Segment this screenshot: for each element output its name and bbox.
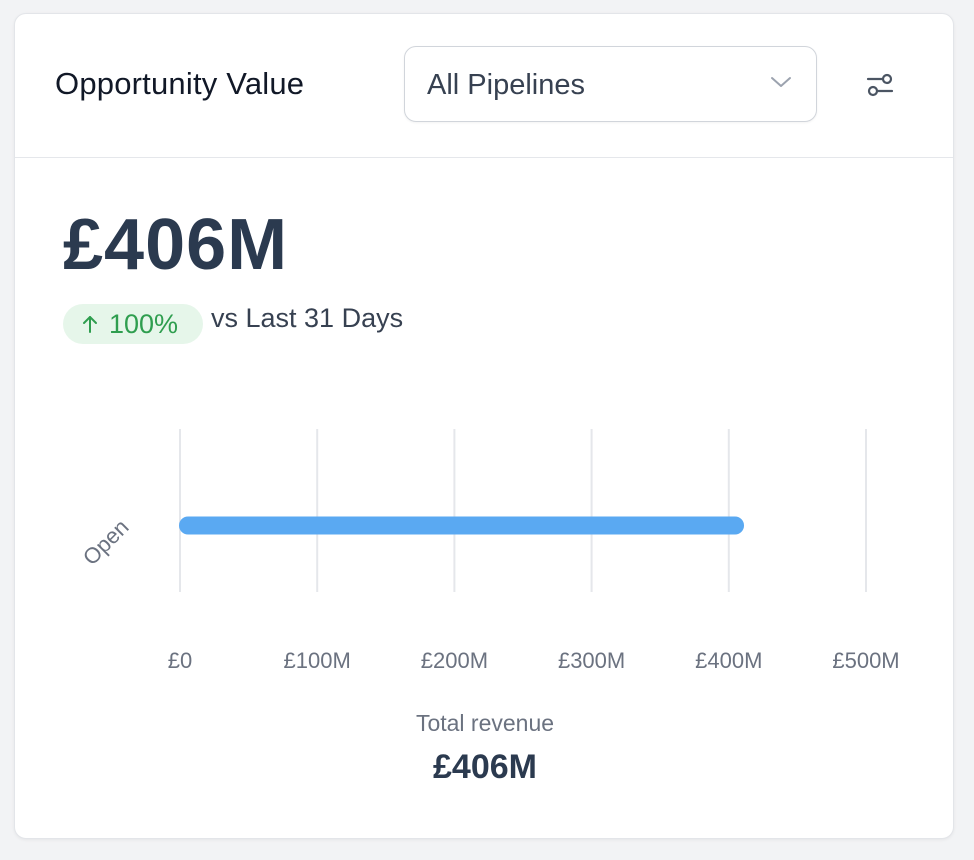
filter-sliders-icon[interactable] [865, 70, 895, 100]
x-tick-label: £100M [284, 648, 351, 673]
card-header: Opportunity Value All Pipelines [15, 14, 953, 158]
pipeline-select[interactable]: All Pipelines [404, 46, 817, 122]
kpi-value: £406M [63, 205, 289, 285]
change-percent: 100% [109, 308, 179, 339]
revenue-bar-chart: £0 £100M £200M £300M £400M £500M Open [78, 429, 900, 673]
comparison-text: vs Last 31 Days [211, 303, 404, 333]
x-tick-label: £500M [832, 648, 899, 673]
x-tick-label: £0 [168, 648, 192, 673]
total-revenue-label: Total revenue [415, 710, 555, 736]
change-badge: 100% [63, 304, 203, 344]
chevron-down-icon [771, 77, 791, 87]
arrow-up-icon [83, 316, 97, 333]
card-title: Opportunity Value [55, 66, 305, 101]
x-tick-label: £200M [421, 648, 488, 673]
pipeline-select-value: All Pipelines [427, 69, 585, 101]
opportunity-value-card: Opportunity Value All Pipelines £406M 10… [14, 13, 954, 839]
y-category-label: Open [78, 514, 134, 570]
x-tick-label: £400M [695, 648, 762, 673]
x-tick-label: £300M [558, 648, 625, 673]
total-revenue-value: £406M [433, 748, 537, 786]
